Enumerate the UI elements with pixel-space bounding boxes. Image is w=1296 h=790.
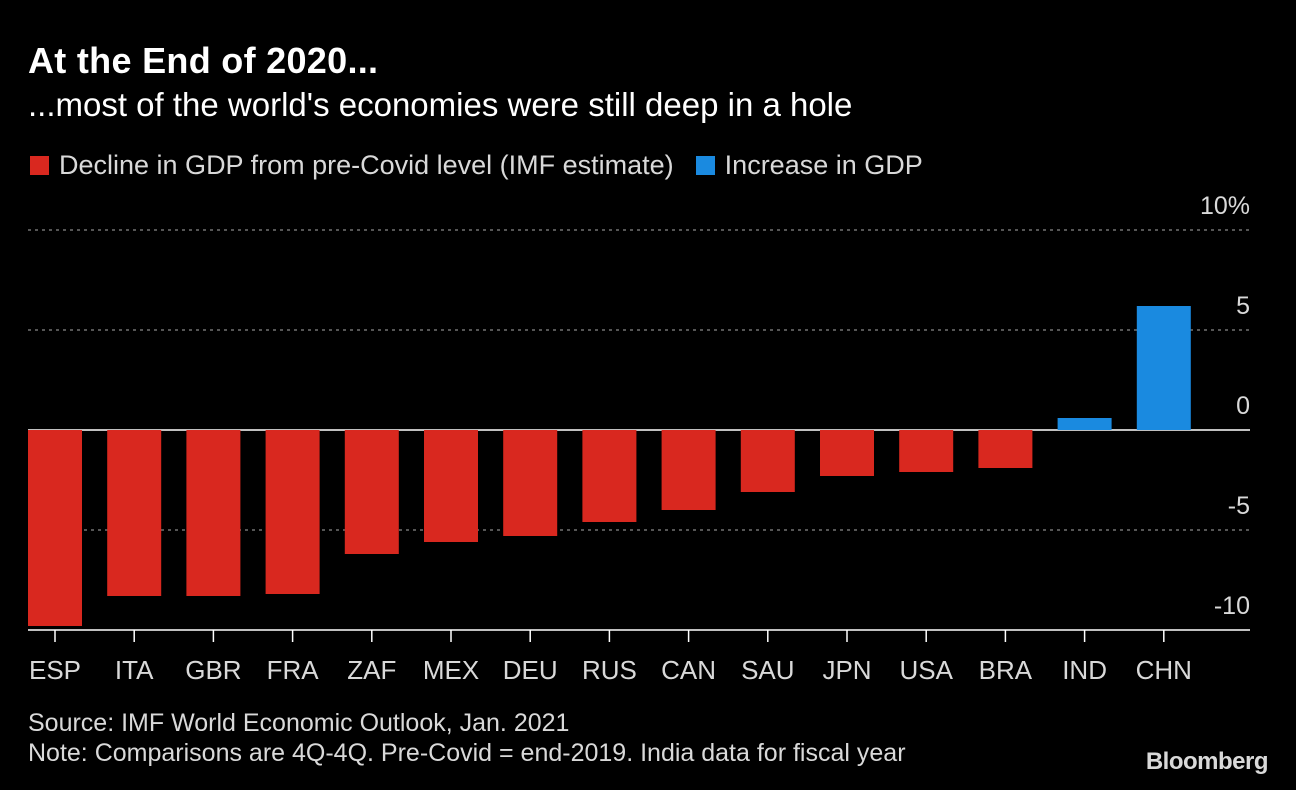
bloomberg-logo: Bloomberg — [1145, 748, 1269, 775]
footer: Source: IMF World Economic Outlook, Jan.… — [28, 708, 906, 768]
legend: Decline in GDP from pre-Covid level (IMF… — [30, 150, 945, 181]
x-tick-label-gbr: GBR — [185, 655, 241, 685]
x-tick-label-fra: FRA — [267, 655, 320, 685]
x-tick-label-ind: IND — [1062, 655, 1107, 685]
bar-rus — [582, 430, 637, 522]
bar-mex — [424, 430, 478, 542]
legend-swatch-decline — [30, 156, 49, 175]
bar-ita — [107, 430, 162, 596]
x-tick-label-rus: RUS — [582, 655, 637, 685]
legend-item-decline: Decline in GDP from pre-Covid level (IMF… — [30, 150, 674, 181]
x-tick-label-zaf: ZAF — [347, 655, 396, 685]
x-tick-label-jpn: JPN — [822, 655, 871, 685]
x-tick-label-usa: USA — [899, 655, 953, 685]
x-tick-label-ita: ITA — [115, 655, 154, 685]
chart-subtitle: ...most of the world's economies were st… — [28, 86, 853, 123]
y-tick-label: 0 — [1236, 392, 1250, 420]
x-tick-label-can: CAN — [661, 655, 716, 685]
legend-label-increase: Increase in GDP — [724, 150, 923, 180]
y-tick-label: -5 — [1228, 492, 1250, 520]
x-tick-label-deu: DEU — [503, 655, 558, 685]
bar-ind — [1057, 418, 1112, 430]
x-tick-label-mex: MEX — [423, 655, 479, 685]
x-tick-label-bra: BRA — [979, 655, 1033, 685]
bar-chn — [1136, 306, 1191, 430]
source-note: Source: IMF World Economic Outlook, Jan.… — [28, 709, 570, 737]
bar-jpn — [820, 430, 874, 476]
legend-label-decline: Decline in GDP from pre-Covid level (IMF… — [59, 150, 674, 180]
bar-sau — [740, 430, 795, 492]
bar-usa — [899, 430, 954, 472]
bar-can — [661, 430, 716, 510]
footnote: Note: Comparisons are 4Q-4Q. Pre-Covid =… — [28, 739, 906, 767]
y-tick-label: -10 — [1214, 592, 1250, 620]
bar-esp — [28, 430, 82, 626]
bar-bra — [978, 430, 1033, 468]
bar-gbr — [186, 430, 241, 596]
chart-title: At the End of 2020... — [28, 40, 379, 81]
x-tick-label-sau: SAU — [741, 655, 794, 685]
x-tick-label-chn: CHN — [1136, 655, 1192, 685]
legend-swatch-increase — [695, 156, 715, 175]
bar-deu — [503, 430, 558, 536]
y-tick-label: 5 — [1236, 292, 1250, 320]
legend-item-increase: Increase in GDP — [695, 150, 923, 181]
bar-fra — [265, 430, 320, 594]
y-tick-label: 10% — [1200, 192, 1250, 220]
x-tick-label-esp: ESP — [29, 655, 81, 685]
bar-zaf — [344, 430, 399, 554]
